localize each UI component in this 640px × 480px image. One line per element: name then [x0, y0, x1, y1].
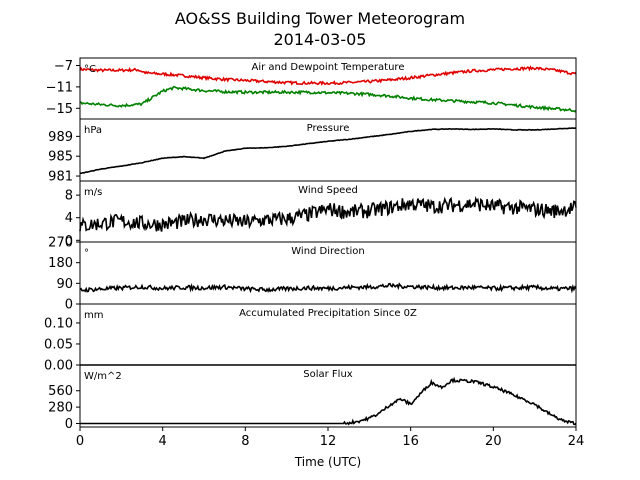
panel-1-y-tick-label-3: −15 [46, 102, 73, 117]
panel-2-title: Pressure [307, 123, 350, 134]
panel-3-y-tick-label-1: 0 [65, 234, 73, 249]
x-tick-label-5: 16 [402, 434, 419, 449]
panel-4-series-1-line [79, 282, 577, 294]
x-tick-label-6: 20 [485, 434, 502, 449]
panel-6-y-tick-label-1: 0 [65, 417, 73, 432]
panel-3-unit: m/s [84, 187, 102, 198]
panels: −7 −11 −15 Air and Dewpoint Temperature °C 98… [44, 57, 577, 432]
panel-1: −7 −11 −15 Air and Dewpoint Temperature °C [46, 57, 577, 120]
panel-3-title: Wind Speed [298, 185, 358, 196]
x-tick-label-1: 0 [76, 434, 84, 449]
figure-title: AO&SS Building Tower Meteorogram [175, 9, 465, 28]
panel-5-y-tick-label-2: 0.05 [44, 337, 73, 352]
panel-1-y-tick-label-1: −7 [54, 59, 73, 74]
panel-4-unit: ° [84, 248, 89, 259]
panel-1-series-1-line [79, 65, 577, 86]
panel-4-y-tick-label-3: 180 [48, 256, 73, 271]
panel-4: 0 90 180 270 Wind Direction ° [48, 236, 577, 313]
panel-1-y-tick-label-2: −11 [46, 80, 73, 95]
panel-4-title: Wind Direction [291, 246, 365, 257]
panel-6-series-1-line [80, 376, 577, 426]
panel-6-y-tick-label-3: 560 [48, 384, 73, 399]
panel-3: 0 4 8 Wind Speed m/s [65, 180, 577, 249]
panel-5-y-tick-label-1: 0.00 [44, 359, 73, 374]
panel-2: 981 985 989 Pressure hPa [48, 118, 577, 185]
x-axis: 0 4 8 12 16 20 24 [76, 427, 584, 449]
panel-2-y-tick-label-1: 981 [48, 170, 73, 185]
panel-3-y-tick-label-3: 8 [65, 189, 73, 204]
panel-5: 0.00 0.05 0.10 Accumulated Precipitation Si… [44, 303, 577, 374]
panel-6-y-tick-label-2: 280 [48, 401, 73, 416]
panel-3-y-tick-label-2: 4 [65, 211, 73, 226]
panel-4-y-tick-label-4: 270 [48, 236, 73, 251]
x-axis-label: Time (UTC) [294, 455, 361, 469]
panel-2-series-1-line [79, 127, 577, 175]
figure-subtitle: 2014-03-05 [274, 30, 367, 49]
panel-4-y-tick-label-2: 90 [56, 277, 73, 292]
x-tick-label-4: 12 [320, 434, 337, 449]
panel-5-unit: mm [84, 310, 103, 321]
panel-6-unit: W/m^2 [84, 371, 122, 382]
x-tick-label-2: 4 [159, 434, 167, 449]
panel-5-title: Accumulated Precipitation Since 0Z [239, 308, 417, 319]
panel-1-title: Air and Dewpoint Temperature [252, 62, 405, 73]
panel-2-unit: hPa [84, 125, 102, 136]
panel-2-y-tick-label-2: 985 [48, 150, 73, 165]
panel-5-y-tick-label-3: 0.10 [44, 316, 73, 331]
panel-2-y-tick-label-3: 989 [48, 130, 73, 145]
panel-1-unit: °C [84, 64, 96, 75]
panel-1-series-2-line [79, 85, 577, 113]
panel-4-y-tick-label-1: 0 [65, 298, 73, 313]
panel-6-title: Solar Flux [303, 369, 353, 380]
panel-3-series-1-line [79, 196, 577, 232]
x-tick-label-7: 24 [568, 434, 585, 449]
x-tick-label-3: 8 [241, 434, 249, 449]
